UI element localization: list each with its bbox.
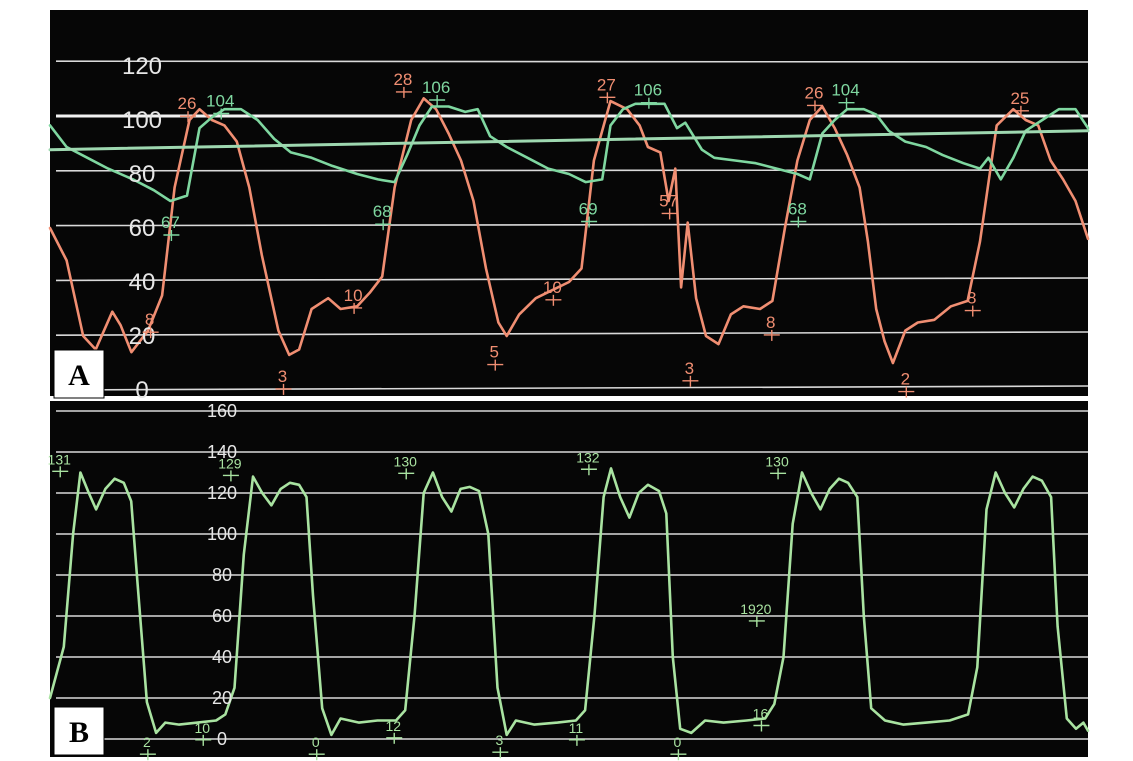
panel-a-data-label-3: 28 [393, 70, 412, 89]
panel-a-data-label-6: 106 [634, 81, 662, 100]
panel-b-data-label-12: 11 [569, 720, 584, 736]
panel-a-gridline-120 [55, 60, 1089, 63]
panel-a-data-label-21: 8 [766, 313, 775, 332]
panel-a-y-tick-120: 120 [122, 53, 162, 80]
panel-b-label-box [53, 706, 105, 756]
panel-a-data-label-7: 26 [805, 83, 824, 102]
panel-a-y-tick-80: 80 [129, 161, 156, 188]
panel-a-data-label-23: 8 [967, 289, 976, 308]
panel-b-y-tick-60: 60 [212, 606, 232, 626]
panel-a-data-label-12: 69 [579, 200, 598, 219]
panel-b-gridlines [56, 410, 1088, 740]
panel-b-series-line-1 [48, 467, 1090, 737]
panel-b-y-tick-80: 80 [212, 565, 232, 585]
panel-b-data-label-8: 10 [194, 720, 210, 736]
panel-a-label-box [53, 349, 105, 399]
panel-a-gridline-60 [55, 223, 1089, 227]
panel-a-data-label-2: 104 [206, 92, 234, 111]
panel-a-data-label-10: 67 [161, 213, 180, 232]
panel-a-data-label-9: 25 [1010, 89, 1029, 108]
panel-b-data-label-7: 2 [143, 734, 151, 750]
panel-b-y-tick-40: 40 [212, 647, 232, 667]
panel-a-data-label-5: 27 [597, 75, 616, 94]
panel-a-data-label-14: 57 [659, 191, 678, 210]
panel-b-y-tick-160: 160 [207, 401, 237, 421]
panel-a-data-label-13: 68 [788, 200, 807, 219]
panel-b-data-label-5: 130 [765, 453, 789, 469]
panel-b-background [50, 401, 1088, 757]
panel-a-data-label-19: 10 [543, 278, 562, 297]
panel-a-data-label-15: 8 [145, 310, 154, 329]
panel-b-data-label-2: 129 [218, 455, 242, 471]
panel-a-gridline-20 [55, 331, 1089, 337]
panel-a-y-tick-60: 60 [129, 215, 156, 242]
panel-b-label: B [69, 716, 89, 749]
panel-b-y-tick-20: 20 [212, 688, 232, 708]
panel-a-series-line-3 [48, 129, 1090, 152]
panel-b-data-label-4: 132 [576, 449, 600, 465]
panel-a-data-label-11: 68 [373, 202, 392, 221]
panel-b-data-label-11: 3 [495, 732, 503, 748]
panel-b-data-label-1: 131 [48, 451, 72, 467]
panel-a-y-tick-40: 40 [129, 269, 156, 296]
panel-a-data-label-8: 104 [831, 81, 859, 100]
panel-a-data-label-1: 26 [178, 94, 197, 113]
panel-b-data-label-6: 1920 [740, 601, 771, 617]
panel-b-series [48, 467, 1090, 737]
panel-b-data-label-3: 130 [394, 453, 418, 469]
panel-b-y-tick-140: 140 [207, 442, 237, 462]
panel-b-y-tick-100: 100 [207, 524, 237, 544]
panel-a-background [50, 10, 1088, 396]
panel-b-data-label-9: 0 [312, 734, 320, 750]
panel-a-data-label-22: 2 [901, 370, 910, 389]
panel-a-gridline-0 [55, 385, 1089, 391]
panel-b-data-label-14: 16 [753, 706, 769, 722]
panel-b-y-tick-120: 120 [207, 483, 237, 503]
panel-a-series [48, 97, 1090, 365]
panel-a-y-tick-100: 100 [122, 107, 162, 134]
panel-a-data-label-18: 5 [490, 343, 499, 362]
panel-a-series-line-1 [48, 97, 1090, 365]
panel-a-data-label-17: 10 [344, 286, 363, 305]
panel-b-data-label-13: 0 [674, 734, 682, 750]
panel-a-label: A [68, 359, 90, 392]
panel-a-data-label-20: 3 [685, 359, 694, 378]
panel-a-data-label-4: 106 [422, 78, 450, 97]
panel-a-gridline-80 [55, 169, 1089, 172]
panel-a-series-line-2 [48, 102, 1090, 203]
panel-b-data-label-10: 12 [385, 718, 401, 734]
panel-b-y-tick-0: 0 [217, 729, 227, 749]
panel-b-y-ticks: 0 20 40 60 80 100 120 140 160 [207, 401, 237, 749]
panel-a-data-label-16: 3 [278, 367, 287, 386]
panel-a-y-tick-0: 0 [135, 377, 148, 404]
